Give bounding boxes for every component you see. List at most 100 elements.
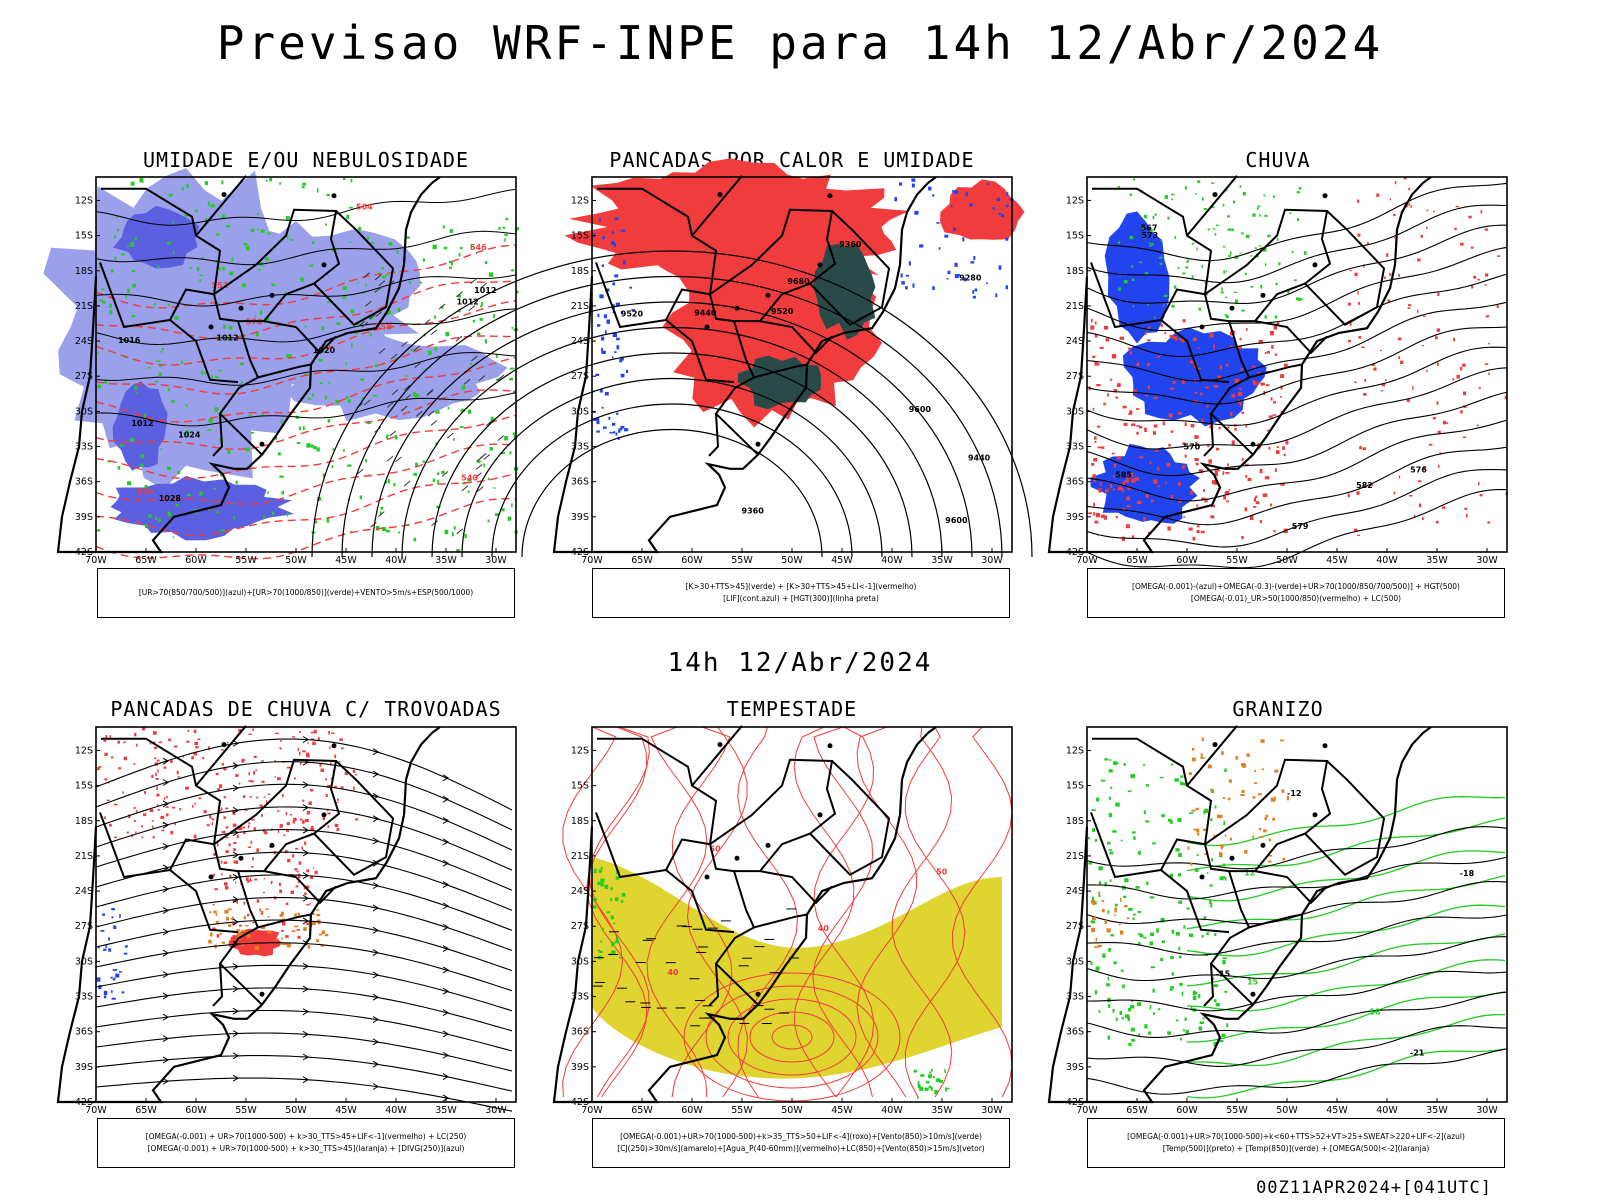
streamline-arrow (232, 918, 239, 926)
wind-vector (403, 384, 411, 391)
heavy-rain-spot (1198, 367, 1201, 370)
temp850-contour (1113, 961, 1117, 965)
temp850-contour (1206, 932, 1209, 936)
green-contour-spot (386, 434, 389, 437)
lake (734, 855, 740, 861)
heavy-rain-spot (1460, 242, 1464, 246)
heavy-rain-spot (1416, 309, 1419, 313)
omega-spot (1246, 753, 1250, 757)
heavy-rain-spot (1153, 479, 1158, 484)
green-contour-spot (320, 382, 323, 384)
rain-spot (1224, 314, 1228, 317)
lifted-index-contour (974, 288, 978, 292)
heavy-rain-spot (1422, 315, 1426, 317)
storm-spot (197, 738, 201, 741)
wind-vector (430, 420, 438, 426)
temp850-contour (1131, 1000, 1134, 1002)
green-contour-spot (370, 241, 375, 244)
heavy-rain-spot (1129, 351, 1132, 355)
rain-spot (1148, 242, 1152, 245)
map-pancadas-calor: 9680960095209440936092809600952094409360… (311, 158, 1033, 566)
divergence-spot (111, 997, 116, 1000)
contour-label: 50 (936, 868, 948, 877)
lat-tick-label: 33S (571, 992, 589, 1003)
green-contour-spot (177, 471, 181, 475)
heavy-rain-spot (1177, 482, 1181, 486)
heavy-rain-spot (1215, 447, 1220, 451)
heavy-rain-spot (1230, 412, 1233, 416)
lifted-index-contour (944, 234, 949, 238)
temp850-contour (1108, 769, 1113, 773)
heavy-rain-spot (1188, 527, 1193, 531)
lifted-index-contour (603, 314, 607, 319)
streamline-red (686, 726, 748, 1098)
heavy-rain-spot (1241, 411, 1245, 414)
heavy-rain-spot (1423, 465, 1426, 470)
omega-spot (1191, 809, 1196, 812)
lat-tick-label: 21S (75, 851, 93, 862)
wind-vector (387, 402, 394, 408)
temp850-contour (1115, 802, 1120, 807)
green-contour-spot (154, 303, 157, 306)
storm-spot (106, 799, 110, 802)
temp850-contour (1202, 1017, 1205, 1020)
heavy-rain-spot (1217, 469, 1220, 472)
heavy-rain-spot (1468, 215, 1472, 219)
heavy-rain-spot (1392, 213, 1396, 216)
lifted-index-contour (618, 428, 623, 431)
lifted-index-contour (619, 358, 623, 363)
border-line (597, 187, 718, 321)
heavy-rain-spot (1135, 408, 1140, 410)
lifted-index-contour (615, 432, 618, 436)
height-contour (1086, 301, 1508, 382)
green-contour-spot (207, 429, 212, 432)
streamline-arrow (372, 1016, 379, 1023)
lat-tick-label: 30S (571, 406, 589, 417)
geography (1047, 725, 1432, 1104)
temp850-contour (1209, 884, 1213, 887)
storm-spot-orange (297, 912, 300, 916)
rain-spot (1147, 303, 1149, 306)
streamline-arrow (442, 966, 449, 974)
temp850-contour (1206, 872, 1209, 874)
omega-spot (1114, 909, 1117, 913)
heavy-rain-spot (1384, 378, 1387, 381)
lat-tick-label: 42S (1066, 547, 1084, 558)
omega-spot (1094, 946, 1099, 948)
green-contour-spot (130, 437, 135, 443)
temp850-contour (1161, 940, 1165, 944)
storm-spot (236, 900, 238, 904)
storm-spot (261, 780, 265, 783)
heavy-rain-spot (1436, 328, 1441, 332)
green-contour-spot (505, 217, 509, 221)
storm-spot (306, 869, 310, 873)
green-contour-spot (240, 381, 243, 384)
rain-spot (1216, 224, 1219, 227)
contour-label: 9360 (742, 506, 765, 515)
omega-spot (1257, 793, 1262, 796)
omega-spot (1224, 834, 1227, 837)
storm-spot (212, 903, 215, 906)
storm-spot (301, 846, 304, 850)
green-contour-spot (343, 449, 345, 452)
green-contour-spot (122, 340, 127, 342)
rain-spot (1289, 212, 1292, 215)
heavy-rain-spot (1418, 503, 1422, 508)
heavy-rain-spot (1094, 361, 1098, 366)
temp850-contour (1143, 936, 1147, 939)
streamline-arrow (302, 826, 309, 834)
lon-tick-label: 35W (435, 1105, 457, 1116)
heavy-rain-spot (1394, 181, 1397, 185)
green-contour-spot (231, 257, 234, 262)
lon-tick-label: 40W (1376, 555, 1398, 566)
green-contour-spot (447, 406, 450, 410)
storm-spot (247, 846, 251, 849)
storm-spot (286, 828, 289, 832)
green-contour-spot (437, 479, 440, 484)
heavy-rain-spot (1190, 424, 1195, 428)
heavy-rain-spot (1454, 227, 1457, 231)
green-contour-spot (261, 412, 264, 417)
storm-spot (104, 816, 106, 820)
temp850-contour (1198, 1026, 1202, 1031)
run-info: 00Z11APR2024+[041UTC] (1256, 1178, 1492, 1198)
